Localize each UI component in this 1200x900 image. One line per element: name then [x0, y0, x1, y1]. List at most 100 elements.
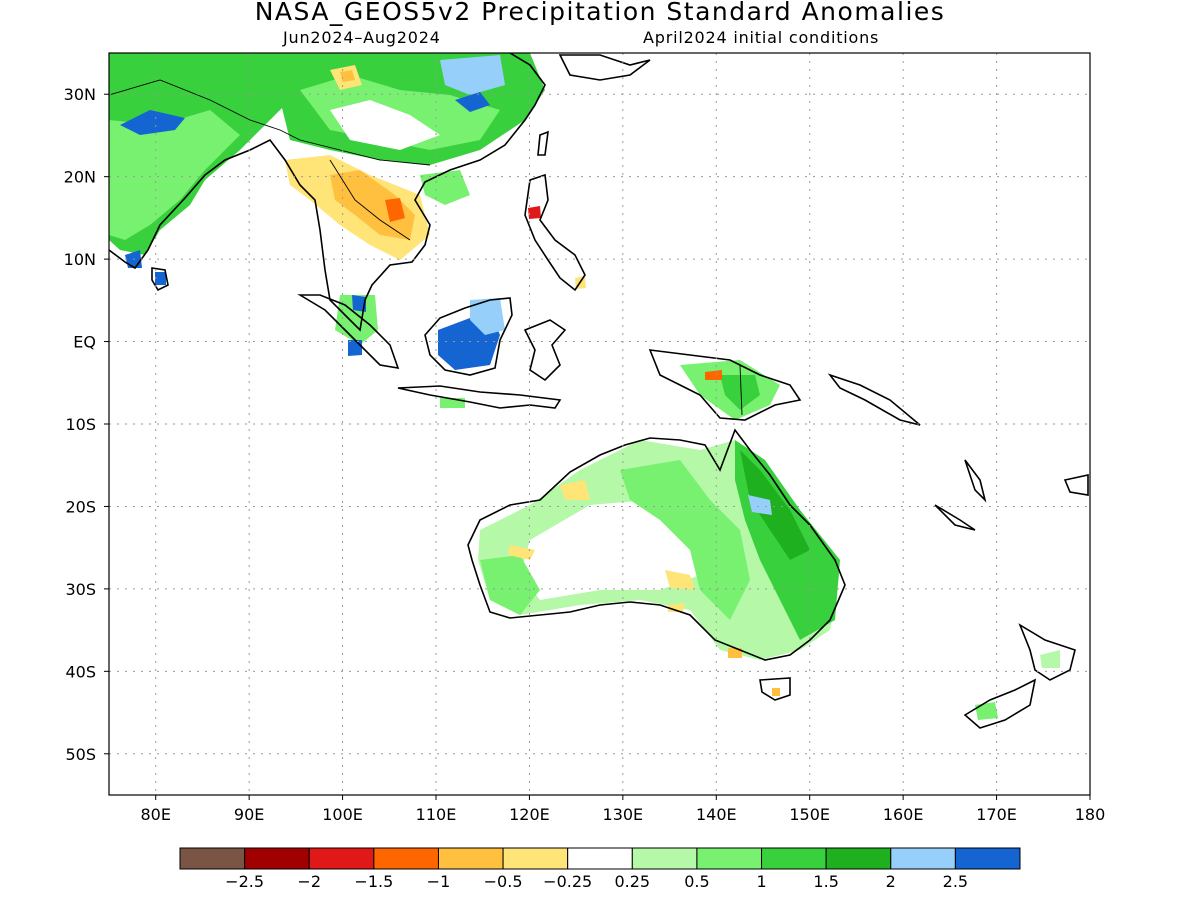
grid	[109, 53, 1090, 795]
lon-tick-label: 140E	[696, 805, 737, 824]
lon-tick-label: 80E	[140, 805, 170, 824]
coastlines	[109, 53, 1089, 729]
colorbar-swatch	[696, 847, 763, 870]
initial-conditions: April2024 initial conditions	[643, 28, 880, 47]
colorbar-label: −2.5	[225, 872, 264, 891]
lat-tick-label: 30N	[64, 85, 96, 104]
field-china-white	[330, 100, 440, 150]
field-australia-yellow3	[665, 570, 695, 590]
field-sumatra-blue	[348, 340, 362, 356]
coast-japan	[558, 54, 651, 81]
lat-tick-label: 40S	[65, 662, 96, 681]
field-australia-blue	[748, 495, 772, 515]
colorbar-label: −0.25	[543, 872, 592, 891]
lon-tick-label: 110E	[416, 805, 457, 824]
colorbar-swatch	[179, 847, 246, 870]
colorbar-swatch	[373, 847, 439, 870]
coast-vanuatu	[964, 459, 987, 503]
lon-tick-label: 90E	[234, 805, 264, 824]
coast-borneo	[424, 297, 513, 376]
colorbar-label: 2	[886, 872, 896, 891]
lon-tick-label: 120E	[509, 805, 550, 824]
colorbar-label: 1	[756, 872, 766, 891]
field-australia-west	[480, 555, 540, 615]
lon-tick-label: 160E	[883, 805, 924, 824]
coast-nz-south	[963, 678, 1037, 729]
colorbar-label: −1.5	[354, 872, 393, 891]
longitude-axis: 80E 90E 100E 110E 120E 130E 140E 150E 160E 170E 18…	[140, 795, 1105, 824]
field-ne-blue	[455, 92, 490, 112]
forecast-period: Jun2024–Aug2024	[283, 28, 441, 47]
colorbar-swatch	[825, 847, 892, 870]
coast-sumatra	[297, 294, 400, 370]
colorbar-label: −2	[297, 872, 321, 891]
lat-tick-label: 20N	[64, 168, 96, 187]
field-tibet-blue	[440, 55, 505, 95]
colorbar-label: −1	[427, 872, 451, 891]
lat-tick-label: 30S	[65, 580, 96, 599]
coast-sulawesi	[523, 319, 567, 382]
colorbar-swatch	[244, 847, 310, 870]
coast-caledonia	[934, 504, 976, 531]
coast-philippines	[524, 173, 586, 292]
colorbar-label: 1.5	[813, 872, 838, 891]
lon-tick-label: 150E	[789, 805, 830, 824]
colorbar-label: −0.5	[484, 872, 523, 891]
field-bangladesh-blue	[120, 110, 185, 135]
coast-nz-north	[1018, 623, 1076, 681]
colorbar-swatch	[954, 847, 1021, 870]
latitude-axis: 30N 20N 10N EQ 10S 20S 30S 40S 50S	[64, 85, 109, 764]
lon-tick-label: 170E	[976, 805, 1017, 824]
field-vic-orange	[728, 648, 742, 658]
lon-tick-label: 130E	[603, 805, 644, 824]
colorbar-label: 2.5	[943, 872, 968, 891]
colorbar-legend: −2.5 −2 −1.5 −1 −0.5 −0.25 0.25 0.5 1 1.5 2 2.5	[179, 847, 1021, 891]
field-tas-orange	[772, 688, 780, 696]
coast-java	[397, 385, 562, 409]
field-newguinea-dark	[720, 375, 760, 410]
coast-australia	[467, 428, 846, 661]
colorbar-swatch	[631, 847, 698, 870]
colorbar-swatch	[761, 847, 827, 870]
lat-tick-label: 10N	[64, 250, 96, 269]
field-australia-yellow2	[508, 545, 535, 560]
lon-tick-label: 180	[1075, 805, 1106, 824]
field-china-orange	[340, 70, 355, 82]
coast-solomon	[827, 373, 921, 426]
field-nz	[975, 702, 998, 720]
lat-tick-label: EQ	[73, 333, 96, 352]
colorbar-label: 0.25	[614, 872, 650, 891]
field-indochina-dark	[385, 198, 405, 222]
lon-tick-label: 100E	[322, 805, 363, 824]
field-malaysia	[335, 295, 378, 345]
field-philippines-red	[528, 206, 541, 219]
field-sri-lanka	[155, 272, 166, 285]
field-australia-east-dark	[740, 450, 810, 560]
lat-tick-label: 10S	[65, 415, 96, 434]
colorbar-label: 0.5	[684, 872, 709, 891]
field-indochina-orange	[330, 170, 415, 240]
coast-taiwan	[537, 130, 549, 156]
colorbar-swatch	[308, 847, 375, 870]
field-newguinea-orange	[705, 370, 722, 380]
lat-tick-label: 50S	[65, 745, 96, 764]
field-australia-yellow1	[560, 480, 590, 500]
colorbar-swatch	[890, 847, 956, 870]
map-title: NASA_GEOS5v2 Precipitation Standard Anom…	[254, 0, 946, 26]
field-india-inner	[109, 110, 240, 240]
border-india-china	[109, 79, 301, 141]
border-china-sea	[299, 139, 431, 166]
coast-tasmania	[759, 677, 791, 701]
borders	[109, 79, 743, 416]
colorbar-swatch	[437, 847, 504, 870]
border-indochina	[329, 159, 411, 241]
anomaly-fields	[109, 53, 1060, 720]
coast-newguinea	[648, 349, 802, 421]
coast-fiji	[1063, 474, 1089, 496]
field-indochina-green	[420, 170, 470, 205]
coast-sri-lanka	[151, 267, 169, 292]
lat-tick-label: 20S	[65, 497, 96, 516]
field-australia-green	[620, 460, 750, 620]
field-malaysia-blue	[352, 295, 366, 312]
